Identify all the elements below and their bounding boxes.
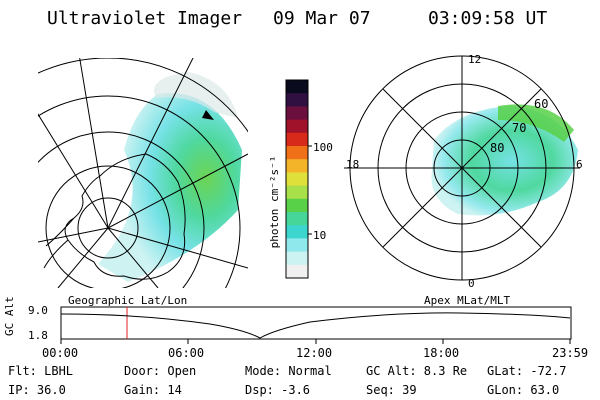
- colorbar-label: photon cm⁻²s⁻¹: [268, 156, 281, 249]
- colorbar-gradient: [286, 80, 308, 279]
- time-label: 03:09:58 UT: [428, 8, 548, 29]
- mlt-label-top: 12: [468, 53, 481, 66]
- altitude-xtick-0: 00:00: [42, 346, 79, 360]
- colorbar: photon cm⁻²s⁻¹: [268, 79, 312, 279]
- colorbar-swatch: [286, 93, 308, 107]
- seq-info: Seq: 39: [366, 383, 417, 397]
- ip-info: IP: 36.0: [8, 383, 66, 397]
- altitude-ytick-bottom: 1.8: [28, 329, 48, 342]
- date-label: 09 Mar 07: [273, 8, 371, 29]
- spacecraft-marker: [202, 110, 214, 120]
- lat-label-70: 70: [512, 121, 526, 135]
- aurora-emission-polar: [431, 106, 578, 216]
- geo-projection-label: Geographic Lat/Lon: [68, 294, 188, 307]
- instrument-title: Ultraviolet Imager: [47, 8, 243, 29]
- colorbar-swatch: [286, 119, 308, 134]
- colorbar-swatch: [286, 185, 308, 200]
- colorbar-swatch: [286, 80, 308, 94]
- continent-outline: [43, 153, 186, 280]
- mlt-label-bottom: 0: [468, 277, 475, 290]
- colorbar-swatch: [286, 172, 308, 187]
- altitude-xtick-1: 06:00: [168, 346, 205, 360]
- colorbar-swatch: [286, 146, 308, 160]
- mlt-label-left: 18: [346, 158, 359, 171]
- colorbar-swatch: [286, 225, 308, 239]
- altitude-xtick-2: 12:00: [296, 346, 333, 360]
- colorbar-tick-100: 100: [313, 141, 333, 154]
- altitude-ytick-top: 9.0: [28, 304, 48, 317]
- altitude-ylabel: GC Alt: [3, 296, 16, 336]
- aurora-emission-geo: [98, 93, 242, 282]
- altitude-xticks: [60, 339, 571, 344]
- colorbar-swatch: [286, 132, 308, 147]
- colorbar-swatch: [286, 212, 308, 226]
- mlt-label-right: 6: [576, 158, 583, 171]
- glat-info: GLat: -72.7: [487, 364, 567, 378]
- filter-info: Flt: LBHL: [8, 364, 74, 378]
- lat-label-80: 80: [490, 141, 504, 155]
- gc-alt-info: GC Alt: 8.3 Re: [366, 364, 468, 378]
- door-info: Door: Open: [124, 364, 197, 378]
- geo-grid: [38, 58, 248, 288]
- polar-plot: 12 18 6 0 60 70 80: [344, 53, 583, 290]
- altitude-xtick-4: 23:59: [552, 346, 589, 360]
- colorbar-swatch: [286, 159, 308, 173]
- colorbar-tick-10: 10: [313, 229, 327, 242]
- colorbar-swatch: [286, 238, 308, 253]
- mode-info: Mode: Normal: [245, 364, 332, 378]
- glon-info: GLon: 63.0: [487, 383, 560, 397]
- gain-info: Gain: 14: [124, 383, 182, 397]
- colorbar-swatch: [286, 264, 308, 279]
- polar-grid: [344, 55, 580, 281]
- geographic-map: [38, 58, 248, 288]
- altitude-curve: [60, 312, 571, 339]
- dsp-info: Dsp: -3.6: [245, 383, 311, 397]
- colorbar-swatch: [286, 198, 308, 213]
- lat-label-60: 60: [534, 97, 548, 111]
- colorbar-swatch: [286, 106, 308, 121]
- colorbar-swatch: [286, 251, 308, 266]
- polar-projection-label: Apex MLat/MLT: [424, 294, 511, 307]
- altitude-xtick-3: 18:00: [423, 346, 460, 360]
- altitude-plot: [60, 306, 572, 344]
